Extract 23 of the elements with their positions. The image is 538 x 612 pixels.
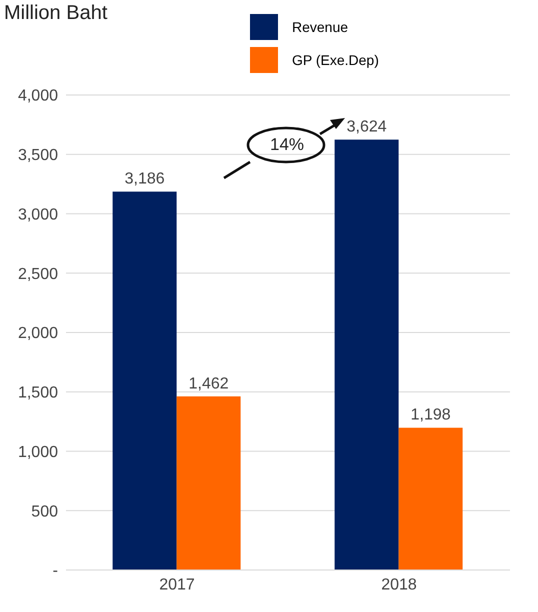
data-label: 3,186 [124, 170, 165, 188]
bar [112, 192, 177, 570]
y-tick-label: 1,500 [18, 384, 58, 402]
legend-label: Revenue [292, 18, 348, 34]
y-tick-label: 3,000 [18, 206, 58, 224]
bar [334, 140, 399, 570]
y-tick-label: 4,000 [18, 88, 58, 105]
y-tick-label: 3,500 [18, 147, 58, 164]
y-tick-label: 1,000 [18, 444, 58, 461]
x-tick-label: 2017 [159, 576, 195, 594]
data-label: 3,624 [346, 118, 387, 136]
bar [398, 428, 463, 570]
data-label: 1,198 [410, 406, 451, 424]
bar [176, 396, 241, 570]
chart-title: Million Baht [4, 2, 108, 25]
data-label: 1,462 [188, 375, 229, 392]
annotation: 14% [268, 135, 306, 155]
y-tick-label: 2,500 [18, 266, 58, 283]
y-tick-label: 2,000 [18, 325, 58, 342]
y-tick-label: 500 [31, 503, 58, 520]
y-tick-label: - [52, 562, 58, 580]
x-tick-label: 2018 [381, 576, 417, 594]
legend-label: GP (Exe.Dep) [292, 52, 379, 68]
